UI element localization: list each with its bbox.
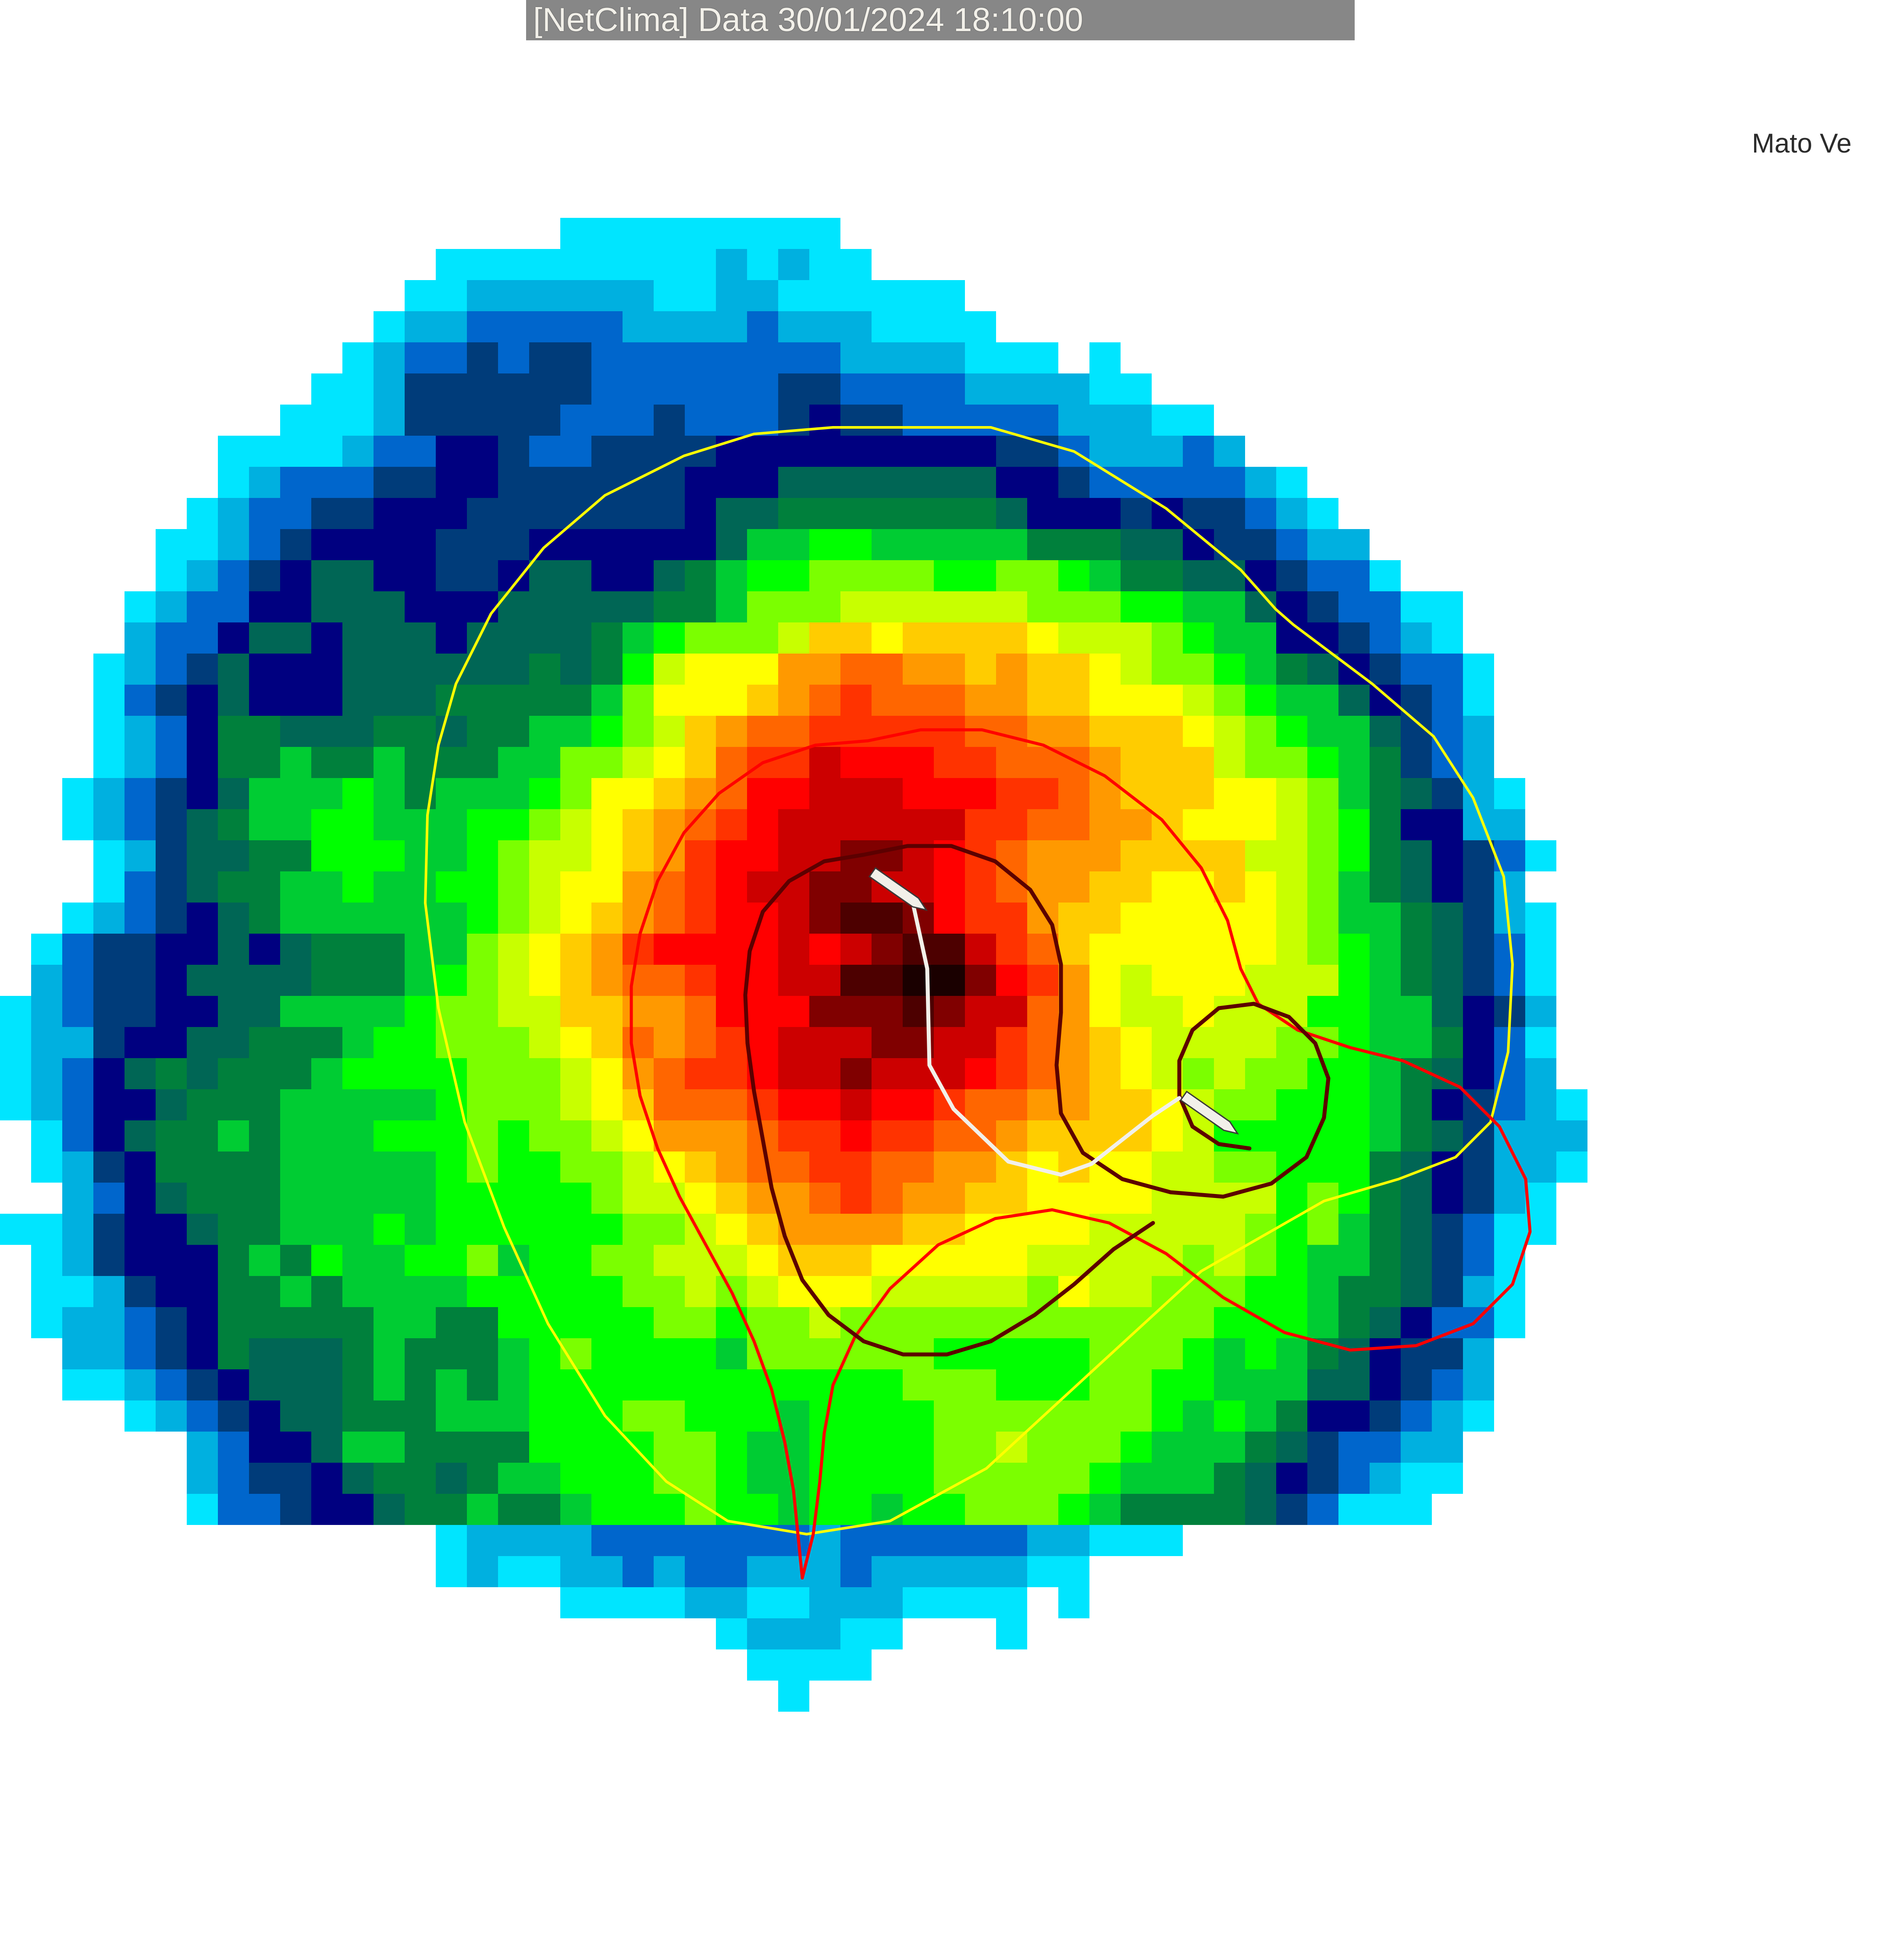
- mid-contour: [801, 728, 1532, 1580]
- map-place-label: Mato Ve: [1749, 127, 1854, 160]
- title-text: [NetClima] Data 30/01/2024 18:10:00: [533, 1, 1083, 39]
- track-end-barb: [1180, 1091, 1239, 1135]
- inner-contour: [861, 844, 1331, 1199]
- inner-contour-left: [743, 853, 1155, 1357]
- track-start-barb: [868, 867, 928, 911]
- title-overlay-bar: [NetClima] Data 30/01/2024 18:10:00: [526, 0, 1355, 40]
- outer-contour: [424, 426, 1514, 1535]
- mid-contour-left-arc: [630, 739, 870, 1580]
- storm-track: [875, 870, 1182, 1177]
